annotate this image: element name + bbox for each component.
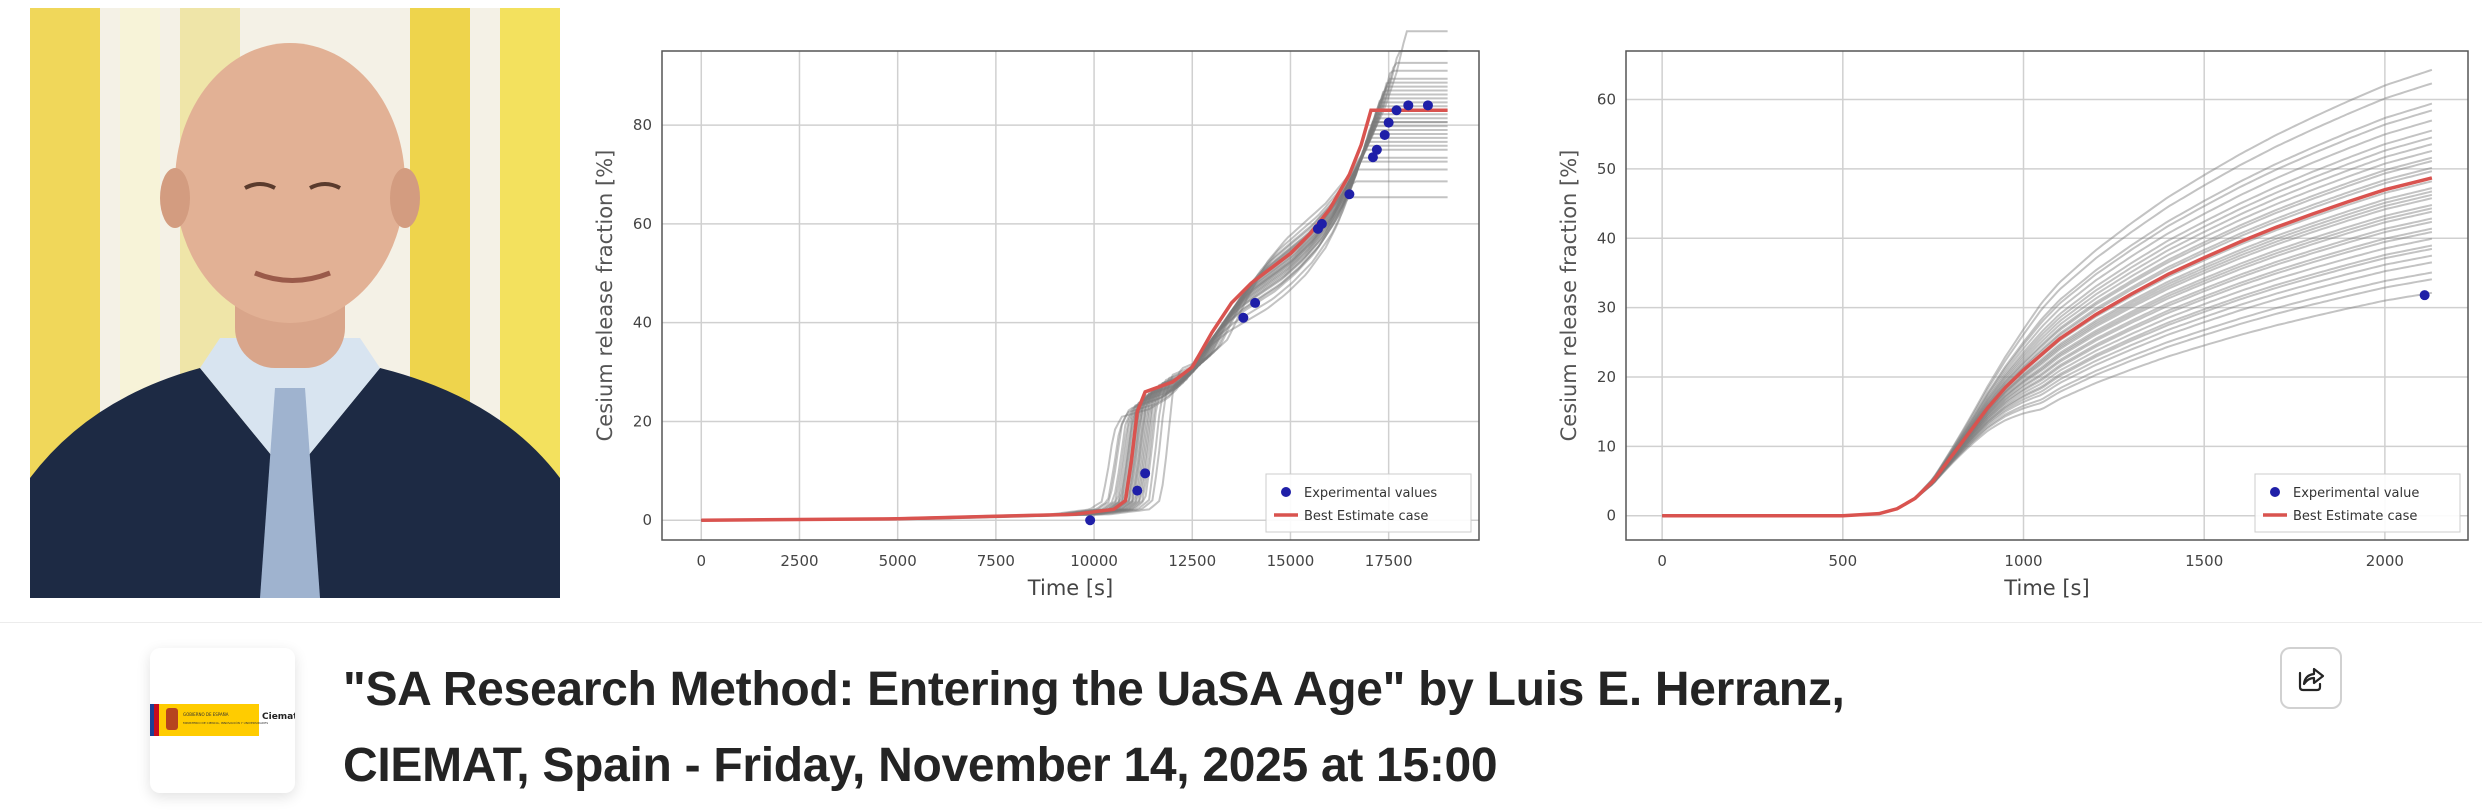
x-tick-label: 15000 [1267, 552, 1315, 570]
ensemble-line [701, 129, 1448, 522]
logo-ciemat-text: Ciemat [262, 712, 295, 722]
experimental-point [1371, 144, 1382, 155]
legend-experimental-label: Experimental value [2293, 486, 2419, 501]
experimental-point [1379, 129, 1390, 140]
ensemble-line [701, 81, 1448, 522]
y-tick-label: 0 [642, 511, 652, 529]
y-tick-label: 50 [1597, 160, 1616, 178]
y-tick-label: 20 [1597, 368, 1616, 386]
plot-frame [661, 50, 1480, 541]
experimental-point [1250, 297, 1261, 308]
best-estimate-line [701, 108, 1448, 522]
x-tick-label: 2000 [2366, 552, 2404, 570]
ensemble-line [701, 93, 1448, 522]
x-tick-label: 12500 [1168, 552, 1216, 570]
ensemble-line [701, 117, 1448, 522]
experimental-point [1391, 105, 1402, 116]
x-axis-label: Time [s] [2003, 576, 2089, 600]
experimental-point [1316, 218, 1327, 229]
logo-ministry-text: MINISTERIO DE CIENCIA, INNOVACIÓN Y UNIV… [183, 720, 268, 725]
ensemble-line [701, 77, 1448, 522]
ensemble-line [701, 109, 1448, 522]
cesium-release-chart-long: 0 2500 5000 7500 10000 12500 15000 17500 0 20 40 60… [585, 0, 1495, 600]
experimental-point [1422, 100, 1433, 111]
legend-best-label: Best Estimate case [2293, 509, 2417, 524]
ensemble-line [701, 97, 1448, 522]
ensemble-line [701, 113, 1448, 522]
experimental-point [1403, 100, 1414, 111]
share-icon [2298, 667, 2325, 692]
ensemble-line [1662, 68, 2433, 517]
ensemble-line [701, 121, 1448, 522]
ensemble-line [701, 85, 1448, 522]
experimental-point [1367, 152, 1378, 163]
x-tick-label: 5000 [879, 552, 917, 570]
x-tick-label: 2500 [780, 552, 818, 570]
y-tick-label: 60 [1597, 91, 1616, 109]
x-tick-label: 1000 [2004, 552, 2042, 570]
plot-frame [1625, 50, 2469, 541]
ensemble-line [701, 101, 1448, 522]
share-button[interactable] [2280, 647, 2342, 709]
y-tick-label: 20 [633, 412, 652, 430]
y-axis-label: Cesium release fraction [%] [593, 150, 617, 442]
x-tick-label: 0 [697, 552, 707, 570]
y-tick-label: 30 [1597, 299, 1616, 317]
logo-gov-text: GOBIERNO DE ESPAÑA [183, 712, 229, 717]
y-tick-label: 60 [633, 215, 652, 233]
ensemble-line [701, 121, 1448, 522]
y-tick-label: 40 [633, 314, 652, 332]
ensemble-line [701, 69, 1448, 522]
ensemble-line [701, 50, 1448, 522]
experimental-point [1140, 468, 1151, 479]
experimental-point [1238, 312, 1249, 323]
y-tick-label: 0 [1606, 507, 1616, 525]
experimental-point [1132, 485, 1143, 496]
ensemble-line [701, 105, 1448, 522]
x-tick-label: 500 [1829, 552, 1858, 570]
organizer-logo[interactable]: GOBIERNO DE ESPAÑA MINISTERIO DE CIENCIA… [150, 648, 295, 793]
ensemble-line [701, 180, 1448, 522]
y-tick-label: 10 [1597, 437, 1616, 455]
ensemble-line [701, 196, 1448, 522]
experimental-point [1344, 189, 1355, 200]
x-tick-label: 1500 [2185, 552, 2223, 570]
legend-box [2254, 473, 2461, 533]
legend-best-label: Best Estimate case [1304, 509, 1428, 524]
y-tick-label: 80 [633, 116, 652, 134]
ensemble-line [1662, 119, 2433, 517]
legend-experimental-marker [2270, 487, 2280, 497]
ensemble-line [1662, 170, 2433, 517]
x-axis-label: Time [s] [1027, 576, 1113, 600]
cesium-release-chart-short: 0 500 1000 1500 2000 0 10 20 30 40 50 60 Experimenta… [1540, 0, 2482, 600]
legend-box [1265, 473, 1472, 533]
event-title[interactable]: "SA Research Method: Entering the UaSA A… [343, 652, 2243, 804]
event-banner: 0 2500 5000 7500 10000 12500 15000 17500 0 20 40 60… [0, 0, 2482, 623]
ensemble-line [701, 89, 1448, 522]
legend-experimental-marker [1281, 487, 1291, 497]
x-tick-label: 17500 [1365, 552, 1413, 570]
experimental-point [2419, 290, 2430, 301]
ensemble-line [1662, 82, 2433, 517]
y-axis-label: Cesium release fraction [%] [1557, 150, 1581, 442]
ensemble-line [701, 30, 1448, 522]
event-title-line2: CIEMAT, Spain - Friday, November 14, 202… [343, 739, 1498, 792]
x-tick-label: 7500 [977, 552, 1015, 570]
y-tick-label: 40 [1597, 229, 1616, 247]
x-tick-label: 10000 [1070, 552, 1118, 570]
event-title-line1: "SA Research Method: Entering the UaSA A… [343, 663, 1845, 716]
ensemble-line [1662, 102, 2433, 517]
x-tick-label: 0 [1657, 552, 1667, 570]
experimental-point [1085, 515, 1096, 526]
legend-experimental-label: Experimental values [1304, 486, 1437, 501]
best-estimate-line [1662, 176, 2433, 518]
experimental-point [1383, 117, 1394, 128]
speaker-photo [30, 8, 560, 598]
ensemble-line [701, 61, 1448, 522]
